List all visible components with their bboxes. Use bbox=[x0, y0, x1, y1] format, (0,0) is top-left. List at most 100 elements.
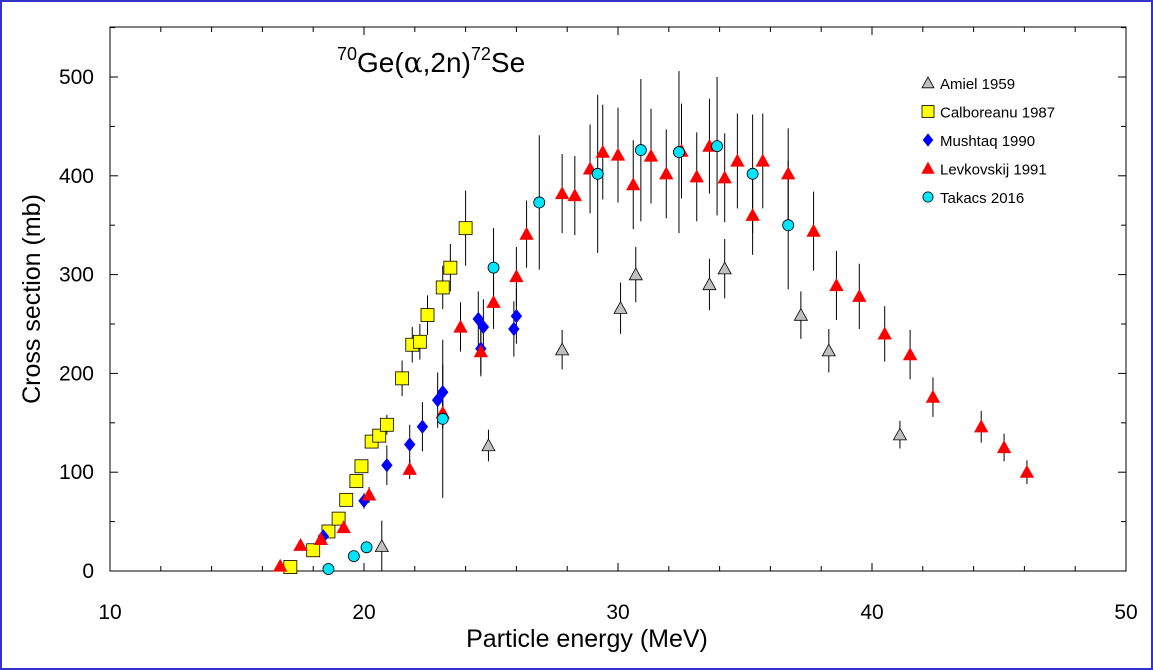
data-point-levkovskij-1991 bbox=[902, 347, 918, 361]
data-point-calboreanu-1987 bbox=[331, 511, 346, 526]
legend-marker-calboreanu-1987 bbox=[921, 105, 935, 118]
data-point-takacs-2016 bbox=[711, 140, 723, 153]
data-point-takacs-2016 bbox=[487, 261, 500, 274]
data-point-mushtaq-1990 bbox=[381, 458, 393, 473]
legend-marker-amiel-1959 bbox=[921, 76, 935, 89]
legend-label-mushtaq-1990: Mushtaq 1990 bbox=[940, 133, 1035, 150]
data-point-takacs-2016 bbox=[591, 167, 604, 180]
y-axis: 0 100 200 300 400 500 bbox=[59, 27, 1126, 583]
legend-label-amiel-1959: Amiel 1959 bbox=[940, 76, 1015, 93]
legend-marker-levkovskij-1991 bbox=[921, 161, 935, 174]
data-point-levkovskij-1991 bbox=[877, 326, 892, 340]
data-point-calboreanu-1987 bbox=[379, 417, 394, 432]
x-tick-label: 20 bbox=[352, 601, 375, 624]
data-point-takacs-2016 bbox=[673, 146, 685, 159]
data-point-amiel-1959 bbox=[717, 261, 732, 275]
legend-label-calboreanu-1987: Calboreanu 1987 bbox=[940, 105, 1055, 122]
data-point-levkovskij-1991 bbox=[567, 188, 582, 202]
data-point-levkovskij-1991 bbox=[974, 419, 989, 433]
data-point-calboreanu-1987 bbox=[306, 543, 321, 558]
legend-marker-takacs-2016 bbox=[922, 191, 934, 203]
data-point-levkovskij-1991 bbox=[996, 440, 1012, 454]
data-point-takacs-2016 bbox=[436, 412, 449, 425]
data-point-takacs-2016 bbox=[347, 550, 360, 563]
title-alpha: α bbox=[404, 46, 423, 79]
data-point-amiel-1959 bbox=[481, 438, 496, 452]
data-point-mushtaq-1990 bbox=[416, 419, 429, 434]
data-point-levkovskij-1991 bbox=[473, 344, 489, 358]
data-point-mushtaq-1990 bbox=[472, 311, 485, 327]
x-tick-label: 50 bbox=[1114, 601, 1137, 624]
y-tick-label: 300 bbox=[59, 264, 94, 287]
data-point-levkovskij-1991 bbox=[361, 487, 377, 501]
data-point-calboreanu-1987 bbox=[354, 459, 369, 474]
data-point-mushtaq-1990 bbox=[477, 319, 490, 335]
data-point-levkovskij-1991 bbox=[745, 207, 760, 221]
data-point-takacs-2016 bbox=[322, 563, 335, 575]
y-axis-title: Cross section (mb) bbox=[18, 194, 46, 404]
title-product-mass: 72 bbox=[471, 44, 491, 64]
data-point-amiel-1959 bbox=[821, 343, 836, 357]
title-target-mass: 70 bbox=[337, 44, 357, 64]
data-point-levkovskij-1991 bbox=[689, 169, 704, 183]
y-tick-label: 400 bbox=[59, 165, 94, 188]
data-point-levkovskij-1991 bbox=[626, 177, 641, 191]
legend-marker-mushtaq-1990 bbox=[922, 133, 934, 147]
data-point-calboreanu-1987 bbox=[443, 260, 458, 275]
error-bars bbox=[363, 71, 1028, 571]
x-axis-title: Particle energy (MeV) bbox=[466, 625, 708, 653]
data-point-mushtaq-1990 bbox=[404, 437, 416, 452]
data-point-calboreanu-1987 bbox=[339, 492, 354, 507]
data-point-amiel-1959 bbox=[374, 538, 389, 552]
data-point-levkovskij-1991 bbox=[519, 226, 534, 240]
data-point-amiel-1959 bbox=[613, 300, 628, 314]
data-point-calboreanu-1987 bbox=[435, 280, 450, 295]
data-point-levkovskij-1991 bbox=[453, 319, 468, 333]
x-tick-label: 40 bbox=[860, 601, 883, 624]
title-product: Se bbox=[491, 47, 525, 78]
data-point-takacs-2016 bbox=[634, 144, 647, 157]
data-point-levkovskij-1991 bbox=[336, 520, 351, 534]
data-point-mushtaq-1990 bbox=[431, 392, 444, 408]
data-point-amiel-1959 bbox=[892, 427, 908, 441]
data-point-levkovskij-1991 bbox=[595, 144, 610, 158]
data-point-takacs-2016 bbox=[360, 541, 373, 554]
data-point-mushtaq-1990 bbox=[508, 321, 520, 337]
data-point-mushtaq-1990 bbox=[437, 385, 449, 400]
data-point-levkovskij-1991 bbox=[852, 289, 867, 302]
data-markers bbox=[273, 138, 1035, 575]
y-tick-label: 0 bbox=[82, 560, 94, 583]
data-point-amiel-1959 bbox=[554, 342, 570, 356]
legend-label-levkovskij-1991: Levkovskij 1991 bbox=[940, 162, 1047, 179]
data-point-amiel-1959 bbox=[628, 267, 643, 281]
data-point-calboreanu-1987 bbox=[458, 221, 473, 236]
data-point-levkovskij-1991 bbox=[313, 532, 328, 545]
data-point-calboreanu-1987 bbox=[372, 428, 387, 443]
data-point-levkovskij-1991 bbox=[509, 269, 524, 283]
data-point-amiel-1959 bbox=[793, 307, 809, 321]
legend-label-takacs-2016: Takacs 2016 bbox=[940, 190, 1024, 207]
data-point-calboreanu-1987 bbox=[395, 371, 410, 386]
data-point-levkovskij-1991 bbox=[554, 186, 570, 200]
data-point-takacs-2016 bbox=[782, 219, 795, 232]
legend: Amiel 1959 Calboreanu 1987 Mushtaq 1990 Lev… bbox=[921, 76, 1055, 207]
data-point-levkovskij-1991 bbox=[486, 294, 501, 308]
data-point-levkovskij-1991 bbox=[273, 558, 288, 572]
data-point-levkovskij-1991 bbox=[755, 153, 770, 167]
title-target: Ge( bbox=[357, 47, 404, 78]
data-point-levkovskij-1991 bbox=[925, 389, 941, 403]
data-point-takacs-2016 bbox=[746, 167, 759, 180]
data-point-levkovskij-1991 bbox=[293, 537, 308, 551]
data-point-calboreanu-1987 bbox=[349, 474, 364, 488]
y-tick-label: 500 bbox=[59, 66, 94, 89]
y-tick-label: 200 bbox=[59, 362, 94, 385]
data-point-amiel-1959 bbox=[702, 277, 717, 291]
data-point-levkovskij-1991 bbox=[659, 166, 674, 180]
x-axis: 10 20 30 40 50 bbox=[98, 27, 1138, 624]
chart-title: 70Ge(α,2n)72Se bbox=[337, 44, 525, 79]
title-channel: ,2n) bbox=[423, 47, 471, 78]
data-point-levkovskij-1991 bbox=[643, 148, 659, 162]
data-point-levkovskij-1991 bbox=[717, 170, 732, 184]
